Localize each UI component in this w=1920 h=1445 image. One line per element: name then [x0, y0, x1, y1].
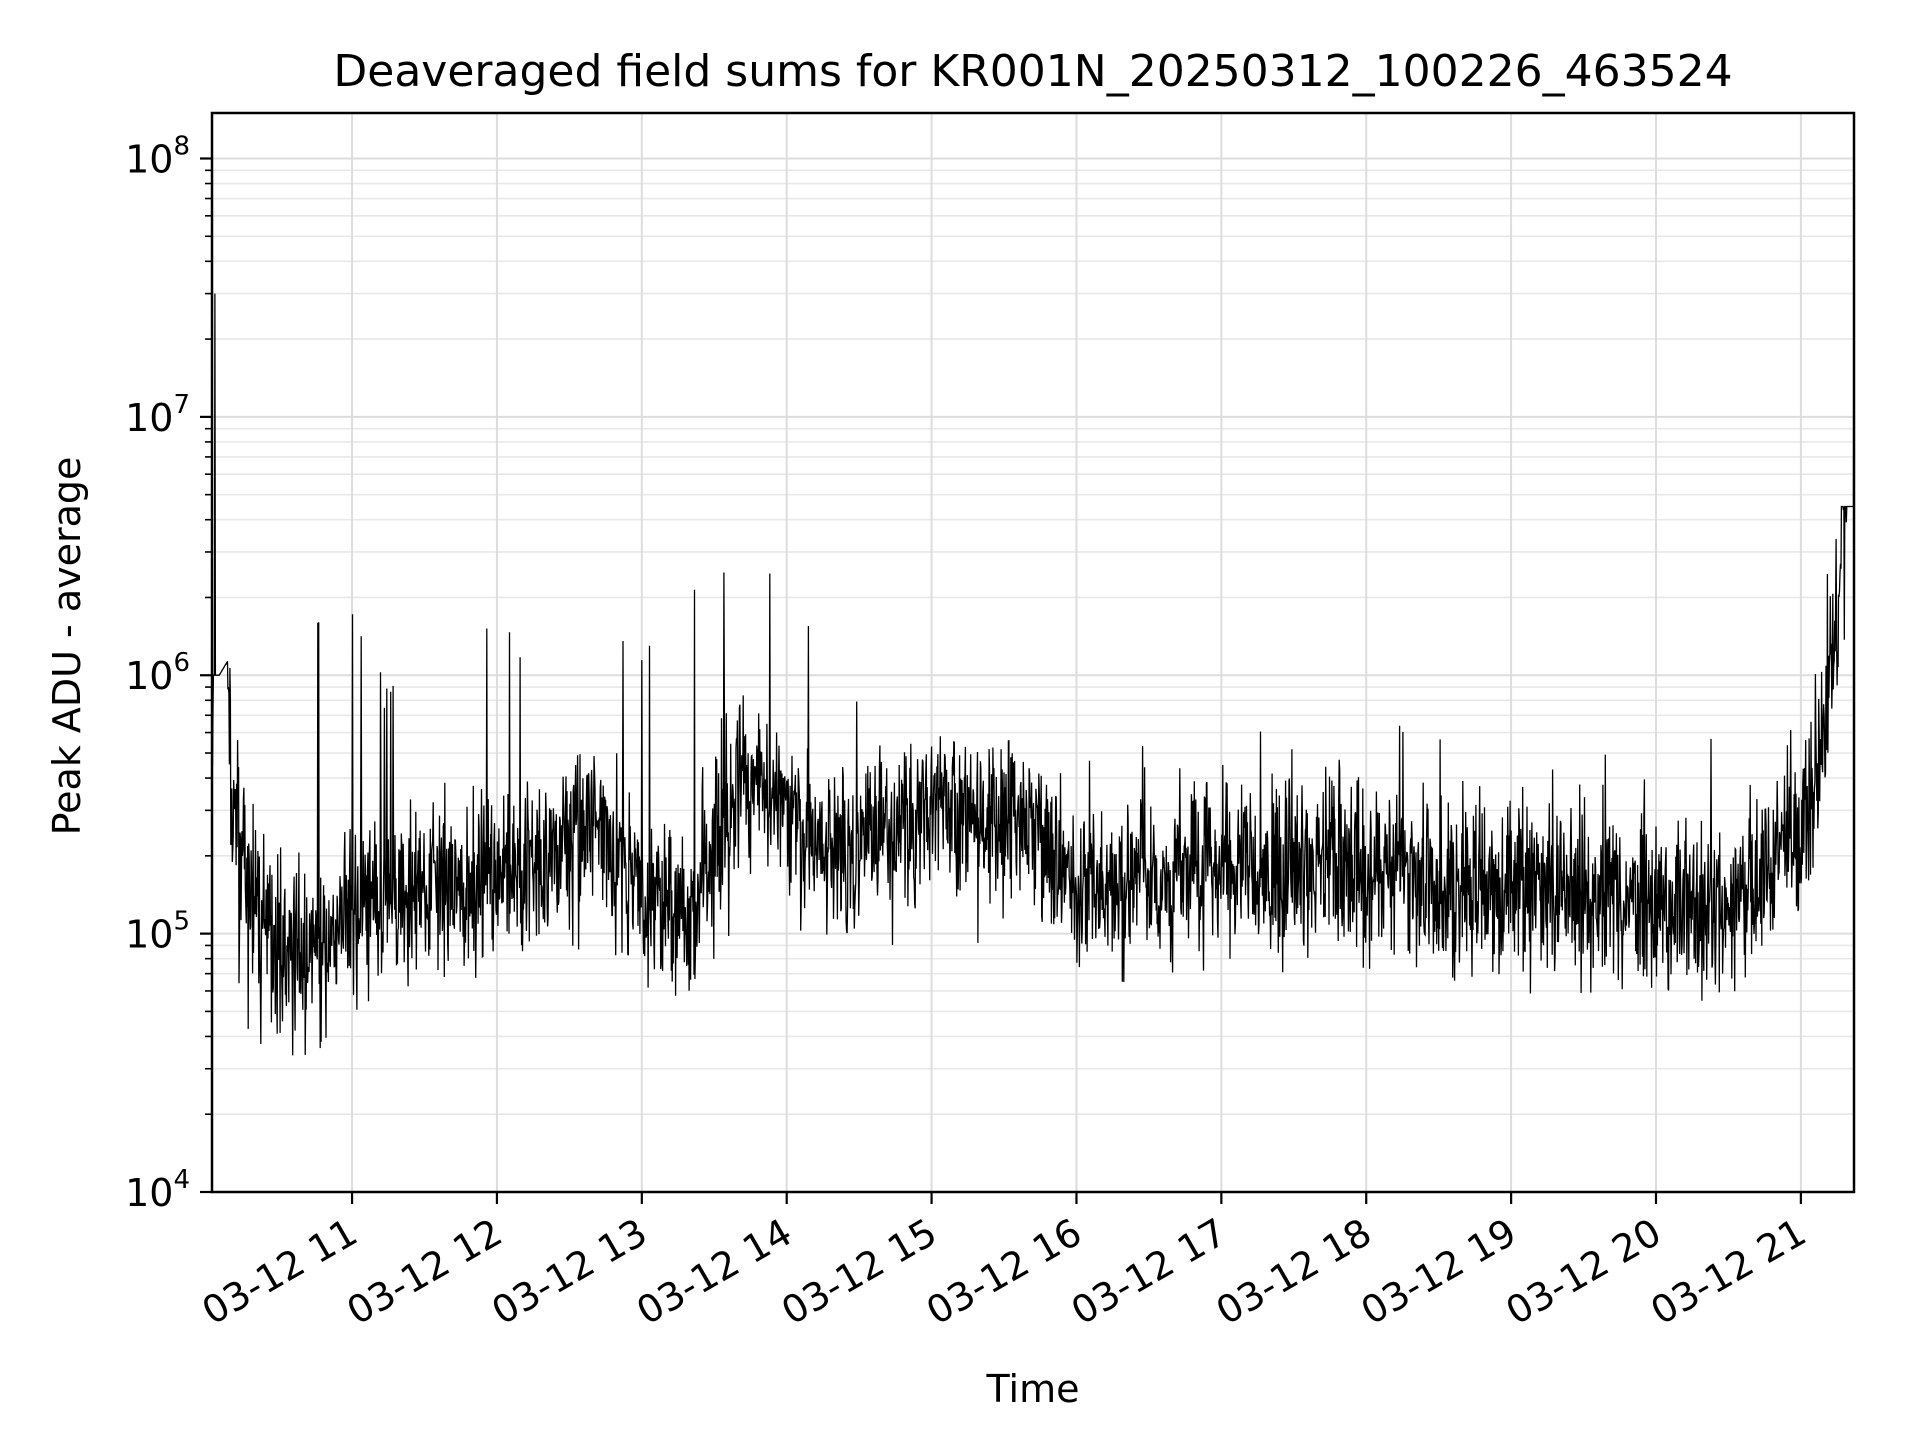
series-layer	[211, 164, 1855, 1056]
y-tick-label: 105	[125, 907, 190, 957]
y-tick-label: 106	[125, 648, 190, 698]
y-tick-label: 107	[125, 390, 190, 440]
y-axis-label: Peak ADU - average	[45, 457, 89, 836]
chart-title: Deaveraged field sums for KR001N_2025031…	[333, 46, 1732, 97]
x-axis-label: Time	[986, 1367, 1080, 1411]
y-tick-label: 104	[125, 1165, 190, 1215]
series-line	[211, 164, 1855, 1056]
plot-area-frame	[210, 111, 1856, 1194]
y-tick-label: 108	[125, 131, 190, 181]
